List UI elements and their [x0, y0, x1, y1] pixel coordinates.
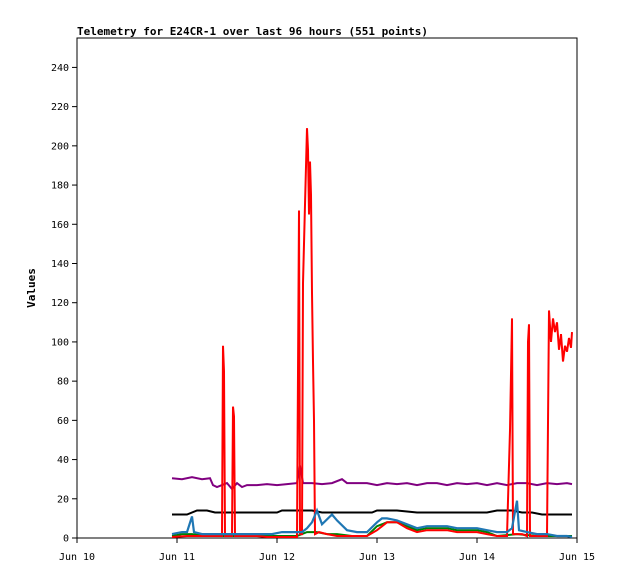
y-tick-label: 100 — [51, 337, 69, 348]
y-tick-label: 0 — [63, 534, 69, 545]
y-tick-label: 160 — [51, 220, 69, 231]
series-layer — [171, 128, 573, 539]
x-tick-label: Jun 12 — [259, 552, 295, 563]
y-tick-label: 180 — [51, 181, 69, 192]
series-line-4 — [171, 128, 573, 538]
y-tick-label: 60 — [57, 416, 69, 427]
x-tick-label: Jun 13 — [359, 552, 395, 563]
chart-title: Telemetry for E24CR-1 over last 96 hours… — [77, 25, 428, 38]
x-tick-label: Jun 15 — [559, 552, 595, 563]
x-tick-label: Jun 11 — [159, 552, 195, 563]
y-tick-label: 20 — [57, 494, 69, 505]
y-tick-label: 240 — [51, 63, 69, 74]
y-tick-label: 200 — [51, 141, 69, 152]
x-tick-label: Jun 10 — [59, 552, 95, 563]
y-tick-label: 40 — [57, 455, 69, 466]
plot-area — [76, 37, 578, 539]
series-line-5 — [171, 500, 573, 539]
x-tick-label: Jun 14 — [459, 552, 495, 563]
y-axis: 0 20 40 60 80 100 120 140 160 180 200 220 240 — [51, 63, 77, 545]
y-tick-label: 220 — [51, 102, 69, 113]
y-tick-label: 80 — [57, 377, 69, 388]
series-line-1 — [171, 465, 573, 491]
y-axis-label: Values — [25, 268, 38, 308]
y-tick-label: 120 — [51, 298, 69, 309]
x-axis: Jun 10 Jun 11 Jun 12 Jun 13 Jun 14 Jun 15 — [59, 538, 595, 563]
y-tick-label: 140 — [51, 259, 69, 270]
